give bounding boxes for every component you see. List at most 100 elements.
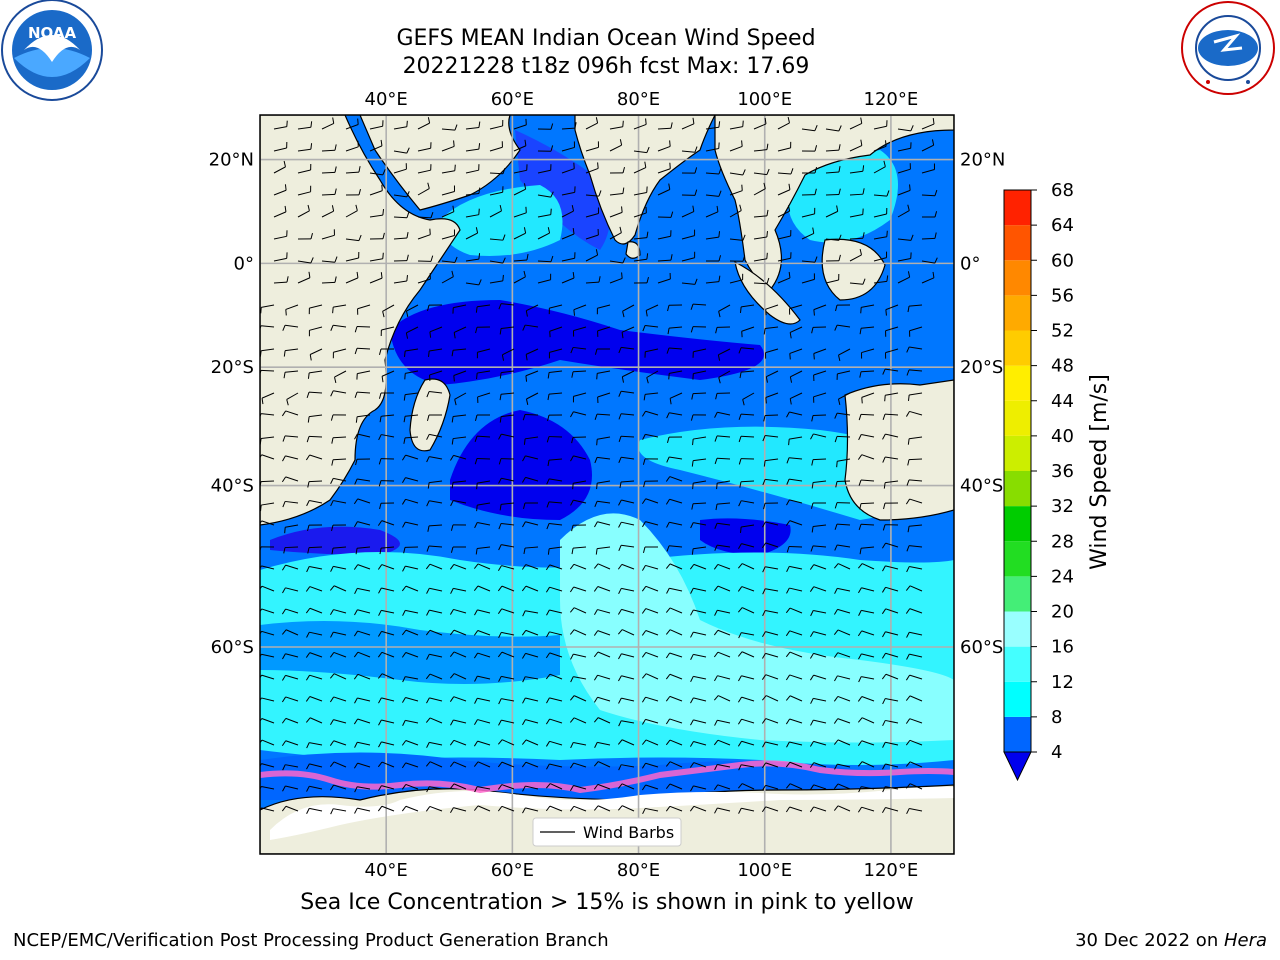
- wind-barb: [811, 480, 827, 489]
- wind-barb: [906, 369, 923, 376]
- wind-barb: [426, 304, 443, 312]
- wind-barb: [585, 190, 602, 197]
- wind-barb: [657, 122, 673, 130]
- wind-barb: [873, 160, 886, 174]
- wind-barb: [561, 205, 575, 218]
- wind-barb: [378, 609, 395, 616]
- lon-label-top: 80°E: [617, 89, 660, 110]
- wind-barb: [465, 208, 480, 218]
- wind-barb: [393, 254, 409, 262]
- title-line-1: GEFS MEAN Indian Ocean Wind Speed: [396, 26, 816, 51]
- wind-barb: [618, 697, 635, 704]
- wind-barb: [810, 719, 827, 726]
- land-sri-lanka: [625, 241, 641, 259]
- wind-barb: [834, 544, 851, 551]
- wind-barb: [849, 139, 863, 152]
- colorbar-segment: [1004, 716, 1031, 752]
- wind-barb: [813, 304, 827, 316]
- wind-barb: [260, 565, 275, 570]
- wind-barb: [498, 631, 515, 639]
- wind-barb: [498, 675, 515, 682]
- wind-barb: [705, 205, 719, 218]
- wind-barb: [825, 188, 841, 196]
- wind-barb: [858, 479, 875, 486]
- wind-barb: [763, 458, 779, 467]
- wind-barb: [873, 230, 888, 240]
- wind-barb: [907, 304, 923, 313]
- wind-barb: [777, 230, 792, 240]
- wind-barb: [585, 162, 599, 174]
- colorbar-segment: [1004, 435, 1031, 471]
- wind-barb: [713, 585, 731, 592]
- weak-wind-zone-southwest: [270, 526, 400, 555]
- footer-host: Hera: [1223, 930, 1267, 951]
- wind-barb: [641, 608, 659, 614]
- lon-label-top: 120°E: [864, 89, 919, 110]
- wind-barb: [345, 234, 362, 242]
- wind-barb: [426, 391, 443, 398]
- colorbar-tick-label: 32: [1051, 496, 1074, 517]
- wind-barb: [618, 499, 635, 506]
- wind-barb: [714, 609, 731, 616]
- wind-barb: [921, 139, 935, 152]
- wind-barb: [525, 392, 539, 405]
- wind-barb: [690, 326, 707, 333]
- wind-barb: [549, 326, 563, 338]
- wind-barb: [597, 326, 611, 337]
- wind-barb: [873, 275, 889, 284]
- wind-barb: [833, 718, 851, 724]
- wind-barb: [489, 257, 506, 264]
- wind-barb: [450, 719, 467, 726]
- wind-barb: [306, 631, 323, 638]
- wind-barb: [909, 326, 923, 337]
- wind-barb: [547, 392, 563, 401]
- wind-barb: [332, 348, 347, 359]
- wind-barb: [882, 698, 899, 705]
- wind-barb: [809, 740, 827, 747]
- wind-barb: [260, 807, 275, 812]
- wind-barb: [405, 304, 419, 317]
- wind-barb: [882, 786, 899, 793]
- wind-barb: [498, 544, 515, 551]
- wind-barb: [260, 304, 275, 314]
- wind-barb: [763, 502, 779, 510]
- wind-barb: [882, 763, 899, 770]
- colorbar-tick-label: 8: [1051, 707, 1062, 728]
- footer-date-text: 30 Dec 2022 on: [1075, 930, 1224, 951]
- wind-barb: [329, 784, 347, 791]
- wind-barb: [618, 413, 635, 420]
- wind-barb: [621, 326, 635, 339]
- wind-barb: [452, 304, 467, 314]
- wind-barb: [765, 348, 779, 359]
- wind-barb: [838, 348, 851, 362]
- wind-barb: [786, 411, 803, 418]
- wind-barb: [789, 370, 803, 383]
- wind-barb: [570, 676, 587, 683]
- wind-barb: [861, 392, 875, 404]
- wind-barb: [657, 140, 671, 152]
- wind-barb: [354, 347, 371, 355]
- wind-barb: [441, 124, 458, 131]
- wind-barb: [897, 163, 911, 174]
- wind-barb: [281, 805, 299, 812]
- wind-barb: [330, 324, 347, 331]
- wind-barb: [353, 564, 371, 570]
- wind-barb: [548, 348, 563, 359]
- legend-box: [532, 817, 682, 847]
- wind-barb: [273, 120, 288, 130]
- lat-label-right: 20°S: [960, 357, 1003, 378]
- wind-barb: [377, 651, 395, 658]
- wind-barb: [786, 565, 803, 573]
- wind-barb: [838, 392, 851, 406]
- wind-barb: [834, 675, 851, 682]
- wind-barb: [393, 232, 409, 240]
- wind-barb: [498, 458, 515, 465]
- wind-barb: [739, 304, 755, 313]
- colorbar-segment: [1004, 611, 1031, 647]
- lat-label-left: 40°S: [211, 476, 254, 497]
- wind-barb: [921, 271, 935, 284]
- wind-barb: [449, 454, 467, 461]
- wind-barb: [378, 480, 395, 487]
- wind-barb: [546, 501, 563, 508]
